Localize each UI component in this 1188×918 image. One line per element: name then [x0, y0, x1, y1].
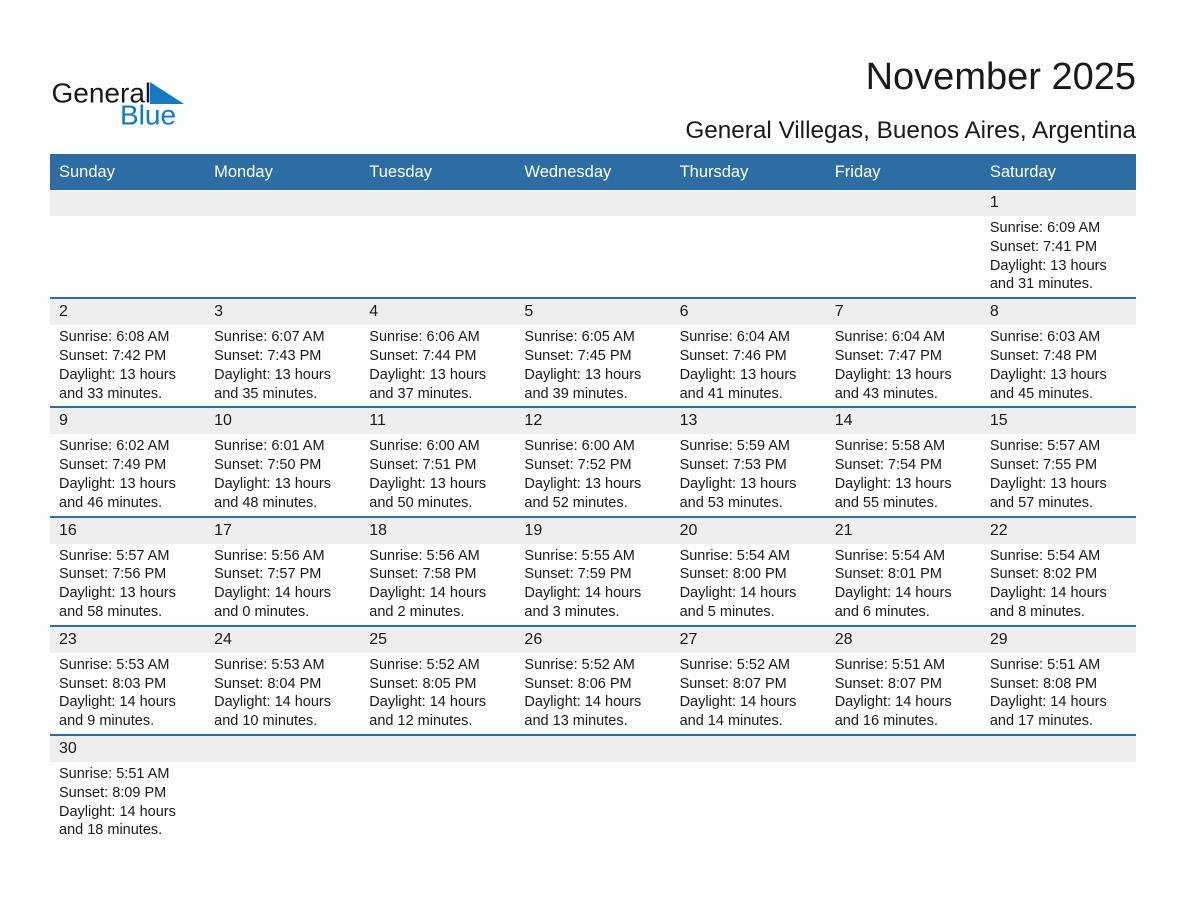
- svg-text:Blue: Blue: [120, 100, 176, 131]
